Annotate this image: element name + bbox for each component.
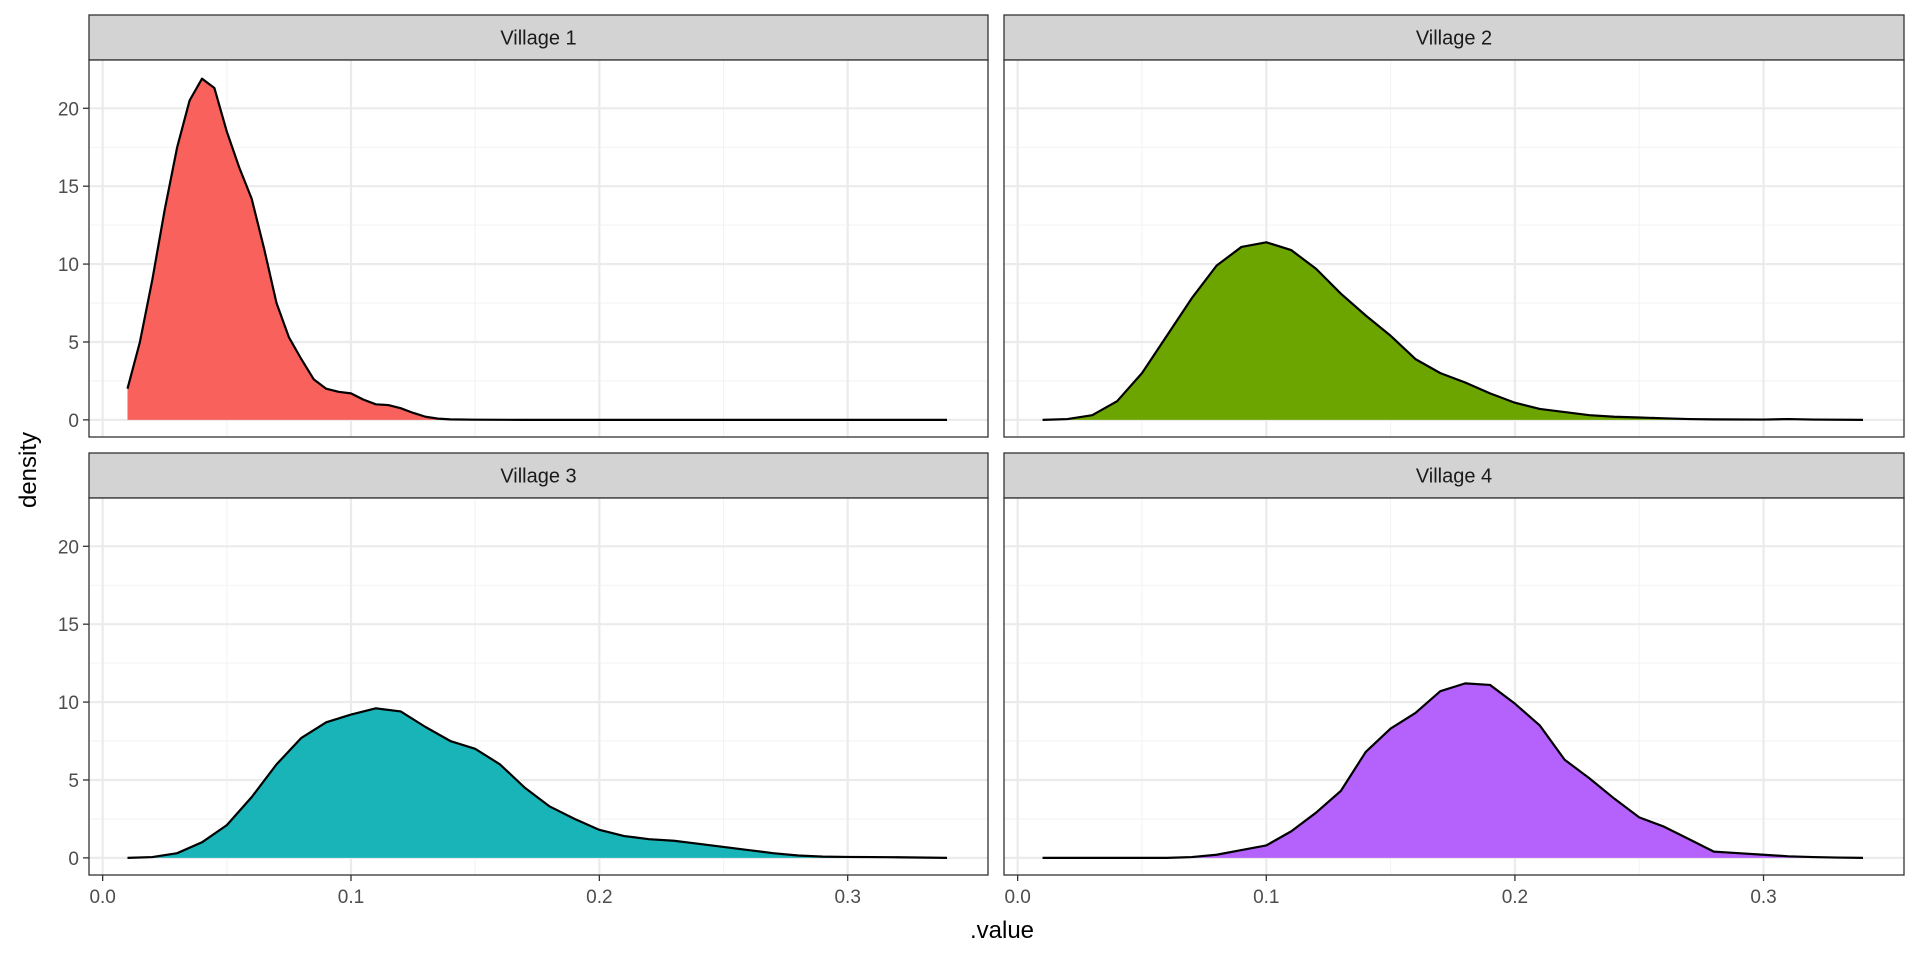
y-tick-label: 20 [58, 537, 79, 558]
facet-strip-label: Village 4 [1416, 466, 1492, 488]
x-tick-label: 0.0 [1004, 887, 1030, 908]
x-tick-label: 0.2 [1502, 887, 1528, 908]
density-curve [126, 77, 948, 421]
x-tick-label: 0.1 [1253, 887, 1279, 908]
density-area [1042, 683, 1863, 858]
y-tick-label: 10 [58, 693, 79, 714]
y-tick-label: 0 [68, 849, 79, 870]
facet-strip [88, 452, 989, 499]
y-tick-label: 5 [68, 333, 79, 354]
facet-strip-label: Village 1 [500, 28, 576, 50]
facet-panel: Village 4 0.0 0.1 0.2 0.3 [1003, 452, 1905, 908]
x-tick-label: 0.0 [89, 887, 115, 908]
y-tick-label: 10 [58, 255, 79, 276]
x-tick-label: 0.3 [1750, 887, 1776, 908]
density-curve [127, 707, 948, 859]
y-tick-label: 20 [58, 99, 79, 120]
facet-strip [1003, 452, 1905, 499]
y-tick-label: 5 [68, 771, 79, 792]
x-tick-label: 0.3 [834, 887, 860, 908]
density-area [1042, 242, 1863, 420]
x-tick-label: 0.2 [586, 887, 612, 908]
density-curve [1042, 241, 1863, 421]
facet-panel: Village 3 0 5 10 15 20 0.0 0.1 0.2 0.3 [58, 452, 989, 908]
y-tick-label: 15 [58, 177, 79, 198]
y-tick-label: 15 [58, 615, 79, 636]
facet-panel: Village 2 [1003, 14, 1905, 438]
facet-strip-label: Village 2 [1416, 28, 1492, 50]
panel-border [1003, 59, 1905, 438]
x-axis-title: .value [970, 917, 1034, 944]
density-area [127, 708, 948, 858]
facet-strip [1003, 14, 1905, 61]
facet-strip [88, 14, 989, 61]
facet-panels: Village 1 0 5 10 15 20 Village 2 Village 3 0 5 10 1… [58, 14, 1905, 908]
panel-border [88, 59, 989, 438]
density-area [127, 78, 948, 420]
facet-strip-label: Village 3 [500, 466, 576, 488]
y-axis-title: density [15, 432, 42, 508]
panel-border [88, 497, 989, 876]
y-tick-label: 0 [68, 411, 79, 432]
x-tick-label: 0.1 [338, 887, 364, 908]
facet-panel: Village 1 0 5 10 15 20 [58, 14, 989, 438]
panel-border [1003, 497, 1905, 876]
density-curve [1042, 682, 1863, 859]
